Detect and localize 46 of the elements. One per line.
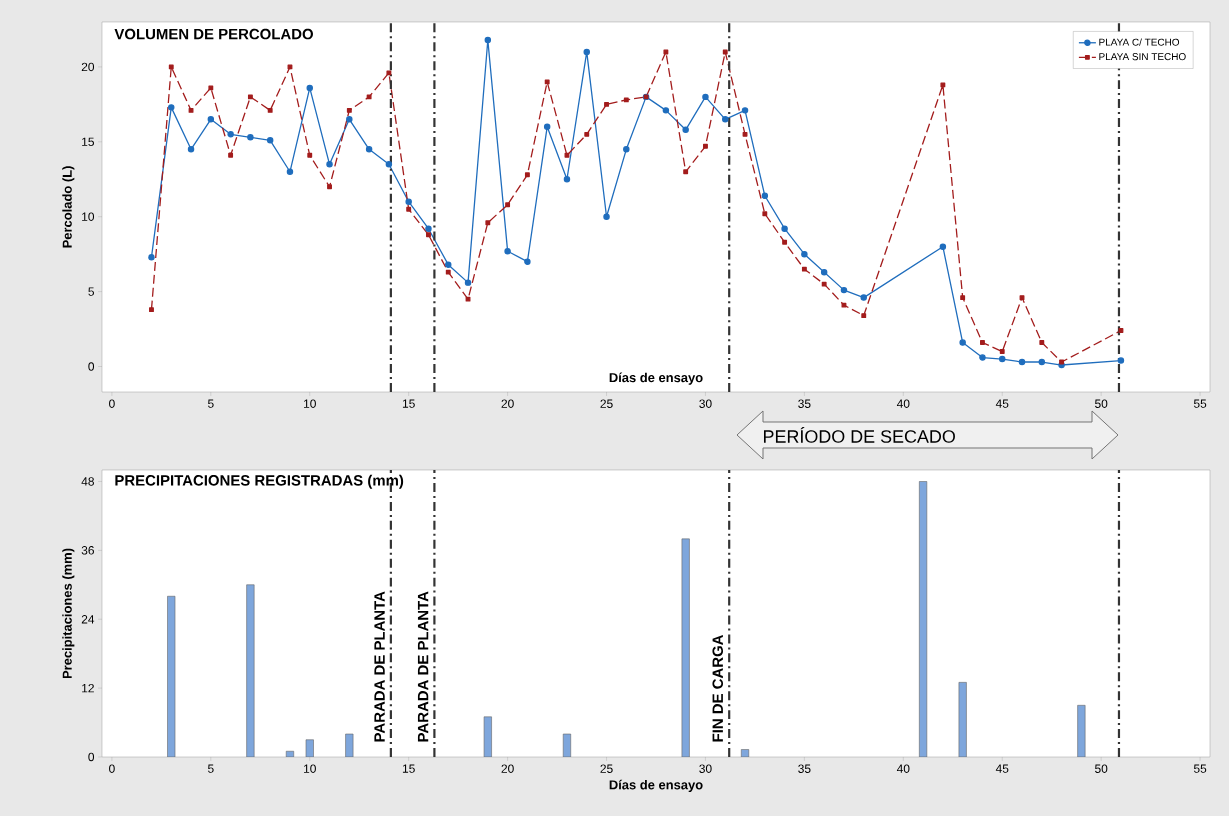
y-axis-title: Precipitaciones (mm) [62,548,75,679]
y-tick-label: 48 [81,477,94,486]
chart-title: VOLUMEN DE PERCOLADO [114,28,313,40]
x-tick-label: 15 [402,399,415,408]
x-tick-label: 40 [896,764,910,773]
x-tick-label: 5 [207,764,214,773]
y-axis-title: Percolado (L) [62,166,75,248]
y-tick-label: 36 [81,546,94,555]
x-tick-label: 40 [896,399,910,408]
y-tick-label: 24 [81,615,95,624]
x-tick-label: 55 [1193,764,1207,773]
x-axis-title: Días de ensayo [609,372,703,385]
x-tick-label: 35 [798,764,811,773]
x-tick-label: 45 [995,399,1009,408]
y-tick-label: 12 [82,683,94,693]
x-tick-label: 30 [699,764,712,773]
y-tick-label: 20 [81,62,95,72]
x-tick-label: 30 [699,399,712,408]
x-tick-label: 25 [600,399,613,408]
x-tick-label: 15 [402,764,415,773]
ref-line-label: FIN DE CARGA [712,634,724,742]
x-tick-label: 35 [798,399,811,408]
x-tick-label: 10 [304,764,316,773]
legend-label: PLAYA SIN TECHO [1099,53,1186,61]
y-tick-label: 10 [82,212,95,221]
x-tick-label: 20 [501,764,514,773]
x-tick-label: 50 [1095,764,1108,773]
y-tick-label: 15 [82,137,94,146]
x-tick-label: 45 [995,764,1009,773]
x-tick-label: 25 [600,764,613,773]
x-tick-label: 10 [304,399,316,408]
text: PERÍODO DE SECADO [763,427,955,443]
y-tick-label: 0 [88,362,95,371]
x-tick-label: 55 [1193,399,1207,408]
y-tick-label: 5 [88,287,94,296]
chart-title: PRECIPITACIONES REGISTRADAS (mm) [115,474,404,489]
ref-line-label: PARADA DE PLANTA [417,591,429,742]
x-tick-label: 5 [207,399,214,408]
x-tick-label: 0 [109,399,115,408]
ref-line-label: PARADA DE PLANTA [374,591,385,742]
legend-label: PLAYA C/ TECHO [1099,38,1180,46]
x-tick-label: 20 [501,399,514,408]
y-tick-label: 0 [88,752,95,762]
x-tick-label: 0 [109,764,115,773]
x-tick-label: 50 [1095,399,1108,408]
x-axis-title: Días de ensayo [609,779,703,792]
